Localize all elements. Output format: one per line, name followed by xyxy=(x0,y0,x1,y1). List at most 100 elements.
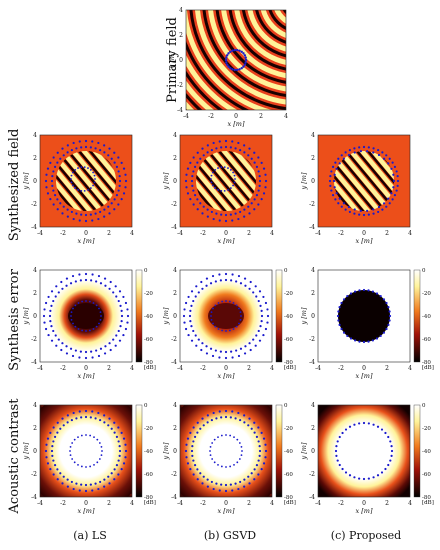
loudspeaker xyxy=(234,147,237,150)
control-point xyxy=(217,302,220,304)
synth2-ytick: -2 xyxy=(309,201,315,208)
control-point xyxy=(240,454,243,457)
error2-cbar-tick: -40 xyxy=(422,314,431,320)
loudspeaker xyxy=(335,192,338,195)
loudspeaker xyxy=(253,161,256,164)
loudspeaker xyxy=(395,189,398,192)
loudspeaker xyxy=(259,325,262,328)
loudspeaker xyxy=(264,301,268,305)
loudspeaker xyxy=(99,282,103,285)
loudspeaker xyxy=(184,449,188,453)
synth0-xtick: -2 xyxy=(60,230,66,237)
loudspeaker xyxy=(262,462,266,465)
loudspeaker xyxy=(362,421,366,425)
loudspeaker xyxy=(247,154,250,157)
control-point xyxy=(85,330,87,332)
loudspeaker xyxy=(380,471,384,474)
loudspeaker xyxy=(190,179,194,183)
synth1-ytick: 2 xyxy=(173,155,177,162)
loudspeaker xyxy=(346,334,349,338)
synth-plot-proposed: -4-4 -2 -2 0 0 2 2 4 4 x [m] y [m] xyxy=(300,132,412,245)
loudspeaker xyxy=(377,153,381,157)
loudspeaker xyxy=(59,472,62,475)
loudspeaker xyxy=(255,165,259,168)
loudspeaker xyxy=(62,154,65,157)
loudspeaker xyxy=(117,203,120,206)
control-point xyxy=(232,328,235,330)
loudspeaker xyxy=(191,445,194,448)
loudspeaker xyxy=(190,449,194,453)
loudspeaker xyxy=(358,422,361,425)
contrast0-xtick: -2 xyxy=(60,500,66,507)
loudspeaker xyxy=(78,219,81,222)
contrast0-xtick: 0 xyxy=(84,500,88,507)
loudspeaker xyxy=(258,449,262,453)
loudspeaker xyxy=(224,139,228,143)
error2-ytick: 2 xyxy=(311,290,315,297)
control-point xyxy=(235,304,238,307)
loudspeaker xyxy=(202,424,205,427)
contrast1-xtick: -4 xyxy=(177,500,183,507)
control-point xyxy=(225,330,227,332)
loudspeaker xyxy=(49,431,52,434)
loudspeaker xyxy=(114,285,117,288)
loudspeaker xyxy=(224,483,228,487)
loudspeaker xyxy=(388,314,392,318)
loudspeaker xyxy=(196,468,199,471)
plot-frame xyxy=(179,404,273,498)
control-point xyxy=(74,304,77,307)
loudspeaker xyxy=(196,198,199,201)
synth1-xtick: 2 xyxy=(247,230,251,237)
loudspeaker xyxy=(49,161,52,164)
row-label-primary: Primary field xyxy=(165,17,180,103)
loudspeaker xyxy=(66,414,69,417)
loudspeaker xyxy=(264,179,268,183)
loudspeaker xyxy=(110,472,113,475)
loudspeaker xyxy=(366,209,369,212)
loudspeaker xyxy=(202,154,205,157)
loudspeaker xyxy=(115,165,119,168)
loudspeaker xyxy=(74,349,77,352)
loudspeaker xyxy=(53,165,57,168)
loudspeaker xyxy=(354,290,357,293)
loudspeaker xyxy=(59,202,62,205)
loudspeaker xyxy=(258,175,261,178)
loudspeaker xyxy=(46,462,50,465)
error0-ytick: -4 xyxy=(31,359,37,366)
loudspeaker xyxy=(50,339,54,342)
loudspeaker xyxy=(334,449,338,453)
loudspeaker xyxy=(257,426,260,429)
loudspeaker xyxy=(264,443,267,446)
loudspeaker xyxy=(206,151,209,154)
control-point xyxy=(98,442,101,444)
stripe-light xyxy=(57,151,116,211)
loudspeaker xyxy=(126,314,130,318)
loudspeaker xyxy=(212,487,215,491)
loudspeaker xyxy=(97,274,101,278)
caption-proposed: (c) Proposed xyxy=(330,529,402,542)
control-point xyxy=(220,189,223,192)
primary-xtick: 2 xyxy=(259,113,263,120)
control-point xyxy=(221,300,224,303)
stripe-light xyxy=(56,151,116,211)
stripe-dark xyxy=(56,151,111,211)
synth2-ylabel: y [m] xyxy=(300,172,308,190)
loudspeaker xyxy=(248,417,251,420)
error1-ytick: -2 xyxy=(171,336,177,343)
stripe-light xyxy=(335,151,394,211)
loudspeaker xyxy=(395,170,398,173)
loudspeaker xyxy=(91,140,94,143)
loudspeaker xyxy=(192,299,195,303)
control-point xyxy=(72,171,74,174)
control-point xyxy=(210,178,212,180)
loudspeaker xyxy=(108,342,111,345)
error2-ytick: 0 xyxy=(311,313,315,320)
control-point xyxy=(94,178,96,180)
loudspeaker xyxy=(46,437,50,440)
loudspeaker xyxy=(110,427,113,430)
loudspeaker xyxy=(122,437,126,440)
control-point xyxy=(240,445,243,448)
loudspeaker xyxy=(120,198,123,201)
loudspeaker xyxy=(260,431,263,434)
loudspeaker xyxy=(190,304,193,307)
